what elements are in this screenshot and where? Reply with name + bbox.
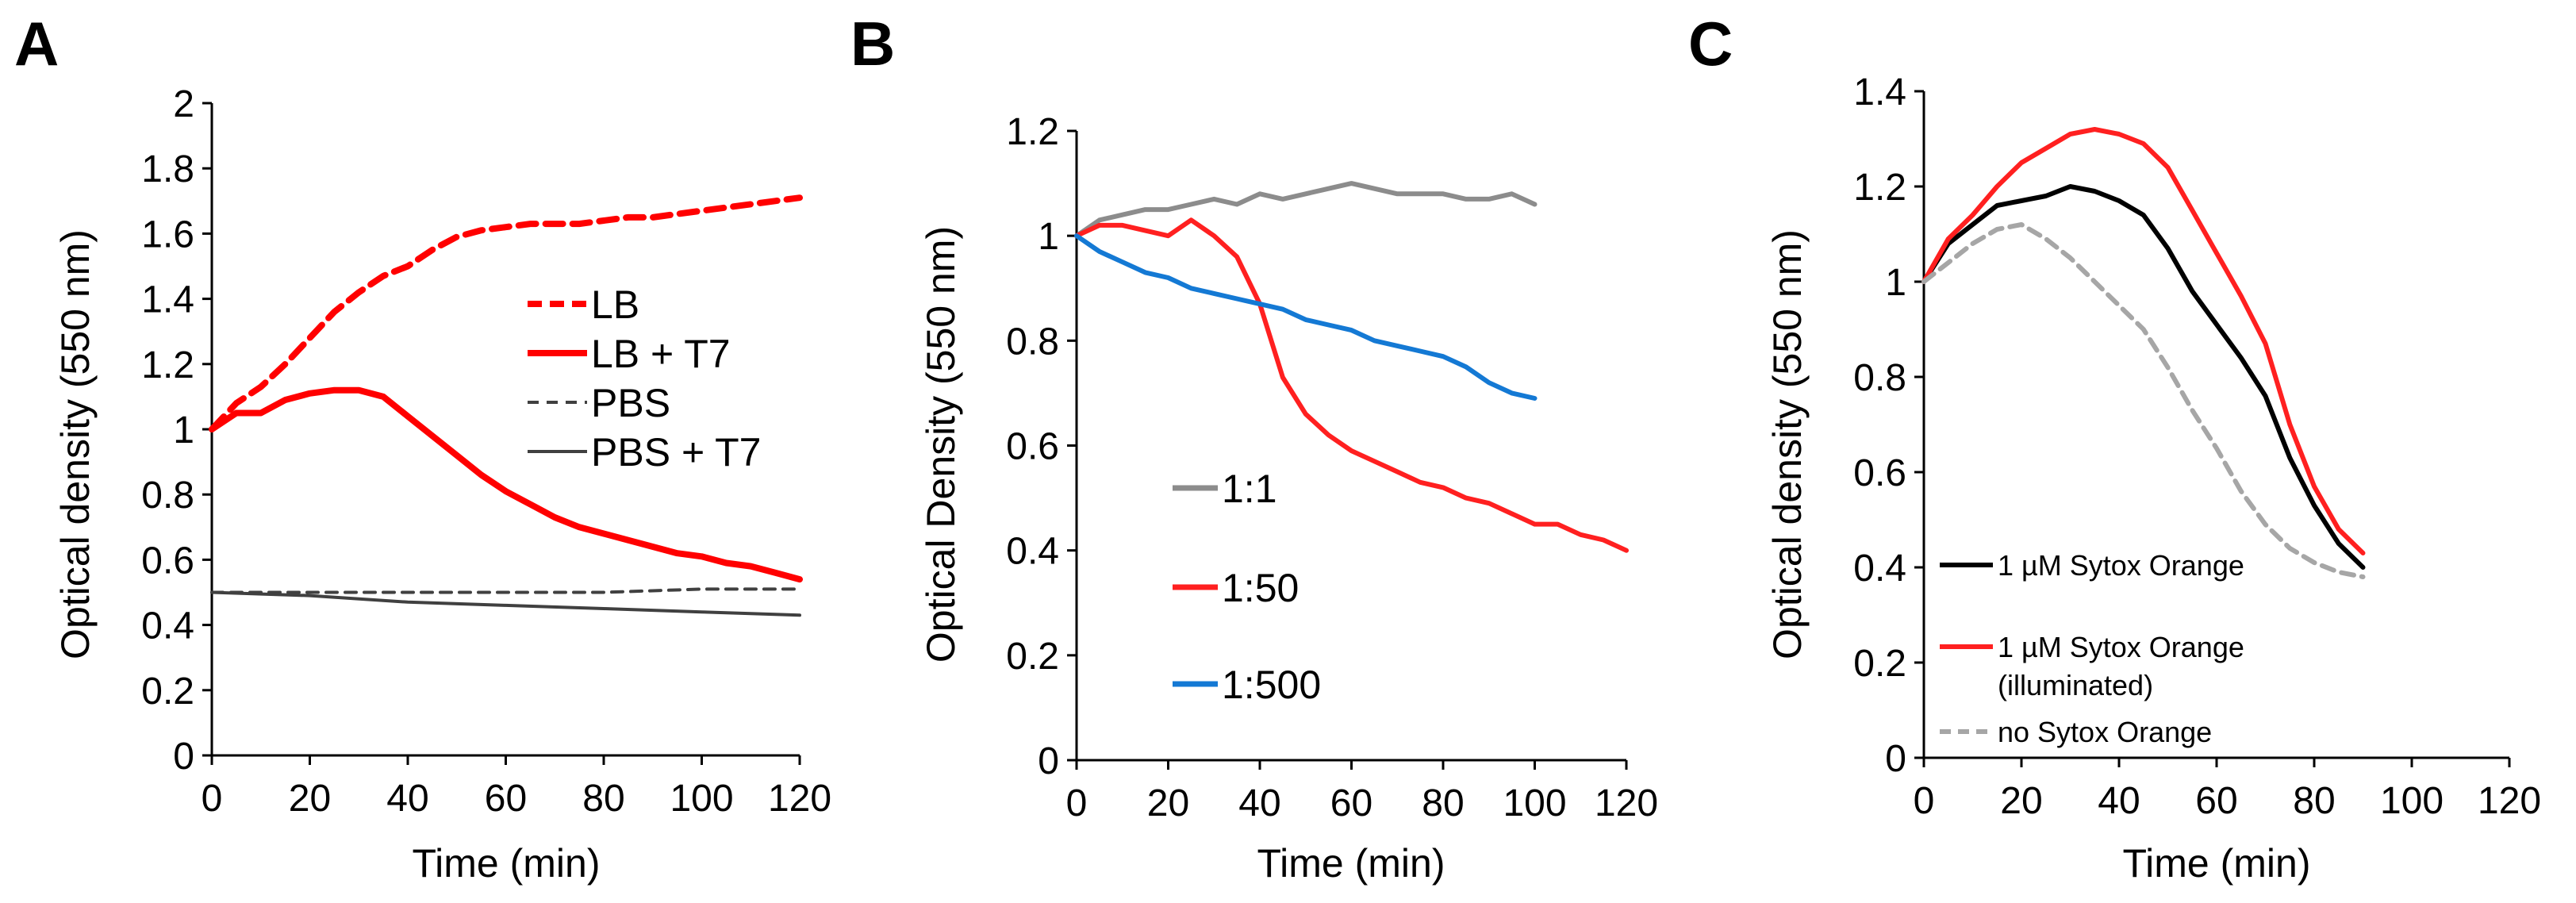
- legend-label-1-50: 1:50: [1222, 566, 1299, 610]
- y-tick-label: 1: [173, 409, 194, 452]
- x-tick-label: 20: [2000, 780, 2042, 822]
- x-tick-label: 120: [1595, 782, 1658, 824]
- x-tick-label: 80: [1422, 782, 1464, 824]
- panel-label-a: A: [14, 9, 59, 79]
- x-tick-label: 20: [1147, 782, 1189, 824]
- x-tick-label: 120: [768, 778, 831, 820]
- y-tick-label: 1.8: [141, 148, 194, 190]
- x-tick-label: 80: [2293, 780, 2335, 822]
- series-line-1-m-sytox-orange: [1921, 127, 2366, 555]
- y-tick-labels: 0 0.2 0.4 0.6 0.8 1 1.2: [1006, 111, 1077, 782]
- y-tick-label: 1.6: [141, 213, 194, 256]
- x-tick-labels: 0 20 40 60 80 100 120: [1914, 758, 2541, 822]
- y-tick-labels: 0 0.2 0.4 0.6 0.8 1 1.2 1.4 1.6 1.8 2: [141, 83, 212, 778]
- panel-b: B 0 0.2 0.4 0.6 0.8 1 1.2 0 20 40 60 80 100 120 Opti…: [850, 9, 1658, 886]
- x-tick-label: 40: [386, 778, 428, 820]
- x-tick-label: 100: [670, 778, 733, 820]
- panel-a: A 0 0.2 0.4 0.6 0.8 1 1.2 1.4 1.6 1.8 2 0 20 40 60 80 1…: [14, 9, 831, 886]
- x-tick-label: 20: [289, 778, 331, 820]
- y-tick-label: 0.2: [1853, 643, 1906, 685]
- y-tick-label: 0.4: [1006, 531, 1059, 573]
- y-tick-label: 0.2: [141, 671, 194, 713]
- legend: 1:1 1:50 1:500: [1173, 467, 1321, 707]
- y-tick-label: 0.6: [1006, 426, 1059, 468]
- x-axis-title: Time (min): [412, 841, 600, 886]
- y-tick-label: 0.8: [1006, 321, 1059, 363]
- x-tick-label: 120: [2478, 780, 2541, 822]
- y-tick-label: 0.4: [141, 605, 194, 647]
- legend-label-lb: LB: [591, 282, 639, 327]
- x-tick-labels: 0 20 40 60 80 100 120: [1066, 760, 1658, 824]
- legend: LB LB + T7 PBS PBS + T7: [528, 282, 761, 475]
- axes: [210, 103, 800, 757]
- y-tick-labels: 0 0.2 0.4 0.6 0.8 1 1.2 1.4: [1853, 71, 1924, 780]
- x-axis-title: Time (min): [2122, 841, 2310, 886]
- x-tick-label: 0: [1066, 782, 1088, 824]
- y-axis-title: Optical density (550 nm): [53, 229, 98, 659]
- legend-label-1-500: 1:500: [1222, 663, 1321, 707]
- x-tick-label: 100: [1503, 782, 1566, 824]
- series-line-1-1: [1074, 181, 1538, 239]
- series-lines: [209, 194, 803, 617]
- series-line-pbs-t7: [210, 590, 801, 617]
- series-line-1-500: [1074, 233, 1538, 401]
- x-tick-label: 60: [1330, 782, 1372, 824]
- x-tick-label: 40: [1238, 782, 1280, 824]
- y-tick-label: 0: [1885, 738, 1906, 780]
- series-line-pbs: [210, 587, 801, 594]
- y-tick-label: 1: [1038, 216, 1059, 258]
- axes: [1922, 91, 2509, 759]
- legend-label-sytox-illuminated: 1 µM Sytox Orange: [1998, 631, 2244, 663]
- legend: 1 µM Sytox Orange 1 µM Sytox Orange (ill…: [1940, 549, 2244, 748]
- y-axis-title: Optical Density (550 nm): [919, 226, 963, 663]
- panel-c: C 0 0.2 0.4 0.6 0.8 1 1.2 1.4 0 20 40 60 80 100 120 O…: [1688, 9, 2541, 886]
- y-tick-label: 1.4: [1853, 71, 1906, 113]
- y-axis-title: Optical density (550 nm): [1765, 229, 1810, 659]
- y-tick-label: 1.4: [141, 279, 194, 321]
- series-lines: [1074, 181, 1629, 553]
- y-tick-label: 0.4: [1853, 548, 1906, 590]
- panel-label-c: C: [1688, 9, 1733, 79]
- x-axis-title: Time (min): [1257, 841, 1445, 886]
- legend-label-sytox-illuminated-line2: (illuminated): [1998, 669, 2153, 701]
- y-tick-label: 0.8: [141, 475, 194, 517]
- y-tick-label: 1.2: [141, 344, 194, 386]
- x-tick-label: 0: [202, 778, 223, 820]
- series-line-lb-t7: [209, 386, 803, 583]
- series-line-lb: [209, 194, 803, 432]
- y-tick-label: 0: [173, 736, 194, 778]
- x-tick-label: 0: [1914, 780, 1935, 822]
- panel-label-b: B: [850, 9, 895, 79]
- y-tick-label: 0.2: [1006, 636, 1059, 678]
- x-tick-label: 40: [2098, 780, 2140, 822]
- x-tick-label: 100: [2380, 780, 2444, 822]
- x-tick-label: 60: [485, 778, 527, 820]
- y-tick-label: 1.2: [1006, 111, 1059, 153]
- legend-label-1-1: 1:1: [1222, 467, 1277, 511]
- series-line-1-50: [1074, 217, 1629, 553]
- y-tick-label: 2: [173, 83, 194, 125]
- legend-label-pbs: PBS: [591, 381, 670, 425]
- legend-label-no-sytox: no Sytox Orange: [1998, 716, 2212, 748]
- y-tick-label: 1: [1885, 262, 1906, 304]
- y-tick-label: 0: [1038, 740, 1059, 782]
- y-tick-label: 0.6: [1853, 452, 1906, 494]
- series-line-no-sytox-orange: [1921, 222, 2366, 579]
- legend-label-sytox: 1 µM Sytox Orange: [1998, 549, 2244, 582]
- legend-label-pbs-t7: PBS + T7: [591, 430, 761, 475]
- legend-label-lb-t7: LB + T7: [591, 332, 731, 376]
- y-tick-label: 0.6: [141, 540, 194, 582]
- y-tick-label: 1.2: [1853, 167, 1906, 209]
- y-tick-label: 0.8: [1853, 357, 1906, 399]
- x-tick-labels: 0 20 40 60 80 100 120: [202, 755, 831, 820]
- series-line-1-m-sytox-orange: [1921, 184, 2366, 570]
- axes: [1075, 131, 1626, 762]
- x-tick-label: 60: [2195, 780, 2237, 822]
- x-tick-label: 80: [582, 778, 624, 820]
- series-lines: [1921, 127, 2366, 579]
